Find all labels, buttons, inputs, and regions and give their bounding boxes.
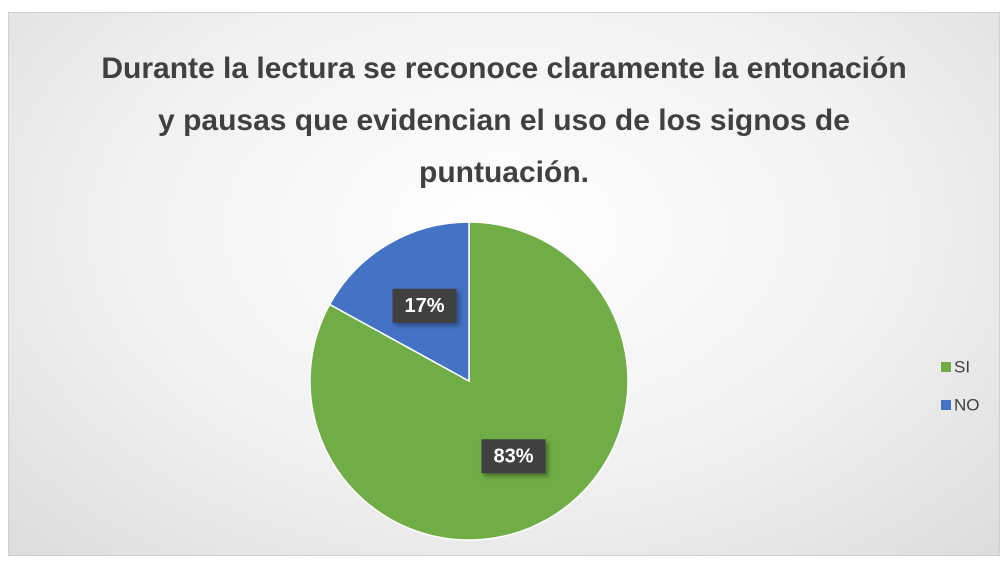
- data-label-box: [392, 288, 457, 323]
- legend-label: NO: [954, 395, 980, 414]
- data-label: 83%: [494, 446, 534, 468]
- legend-swatch: [941, 362, 951, 372]
- chart-title: Durante la lectura se reconoce clarament…: [101, 52, 907, 189]
- data-label: 17%: [404, 295, 444, 317]
- legend-swatch: [941, 400, 951, 410]
- data-label-box: [481, 439, 546, 474]
- legend-label: SI: [954, 357, 970, 376]
